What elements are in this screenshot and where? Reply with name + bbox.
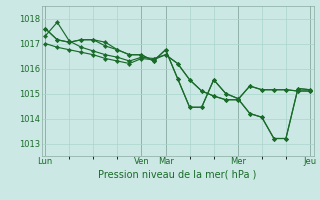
X-axis label: Pression niveau de la mer( hPa ): Pression niveau de la mer( hPa )	[99, 169, 257, 179]
